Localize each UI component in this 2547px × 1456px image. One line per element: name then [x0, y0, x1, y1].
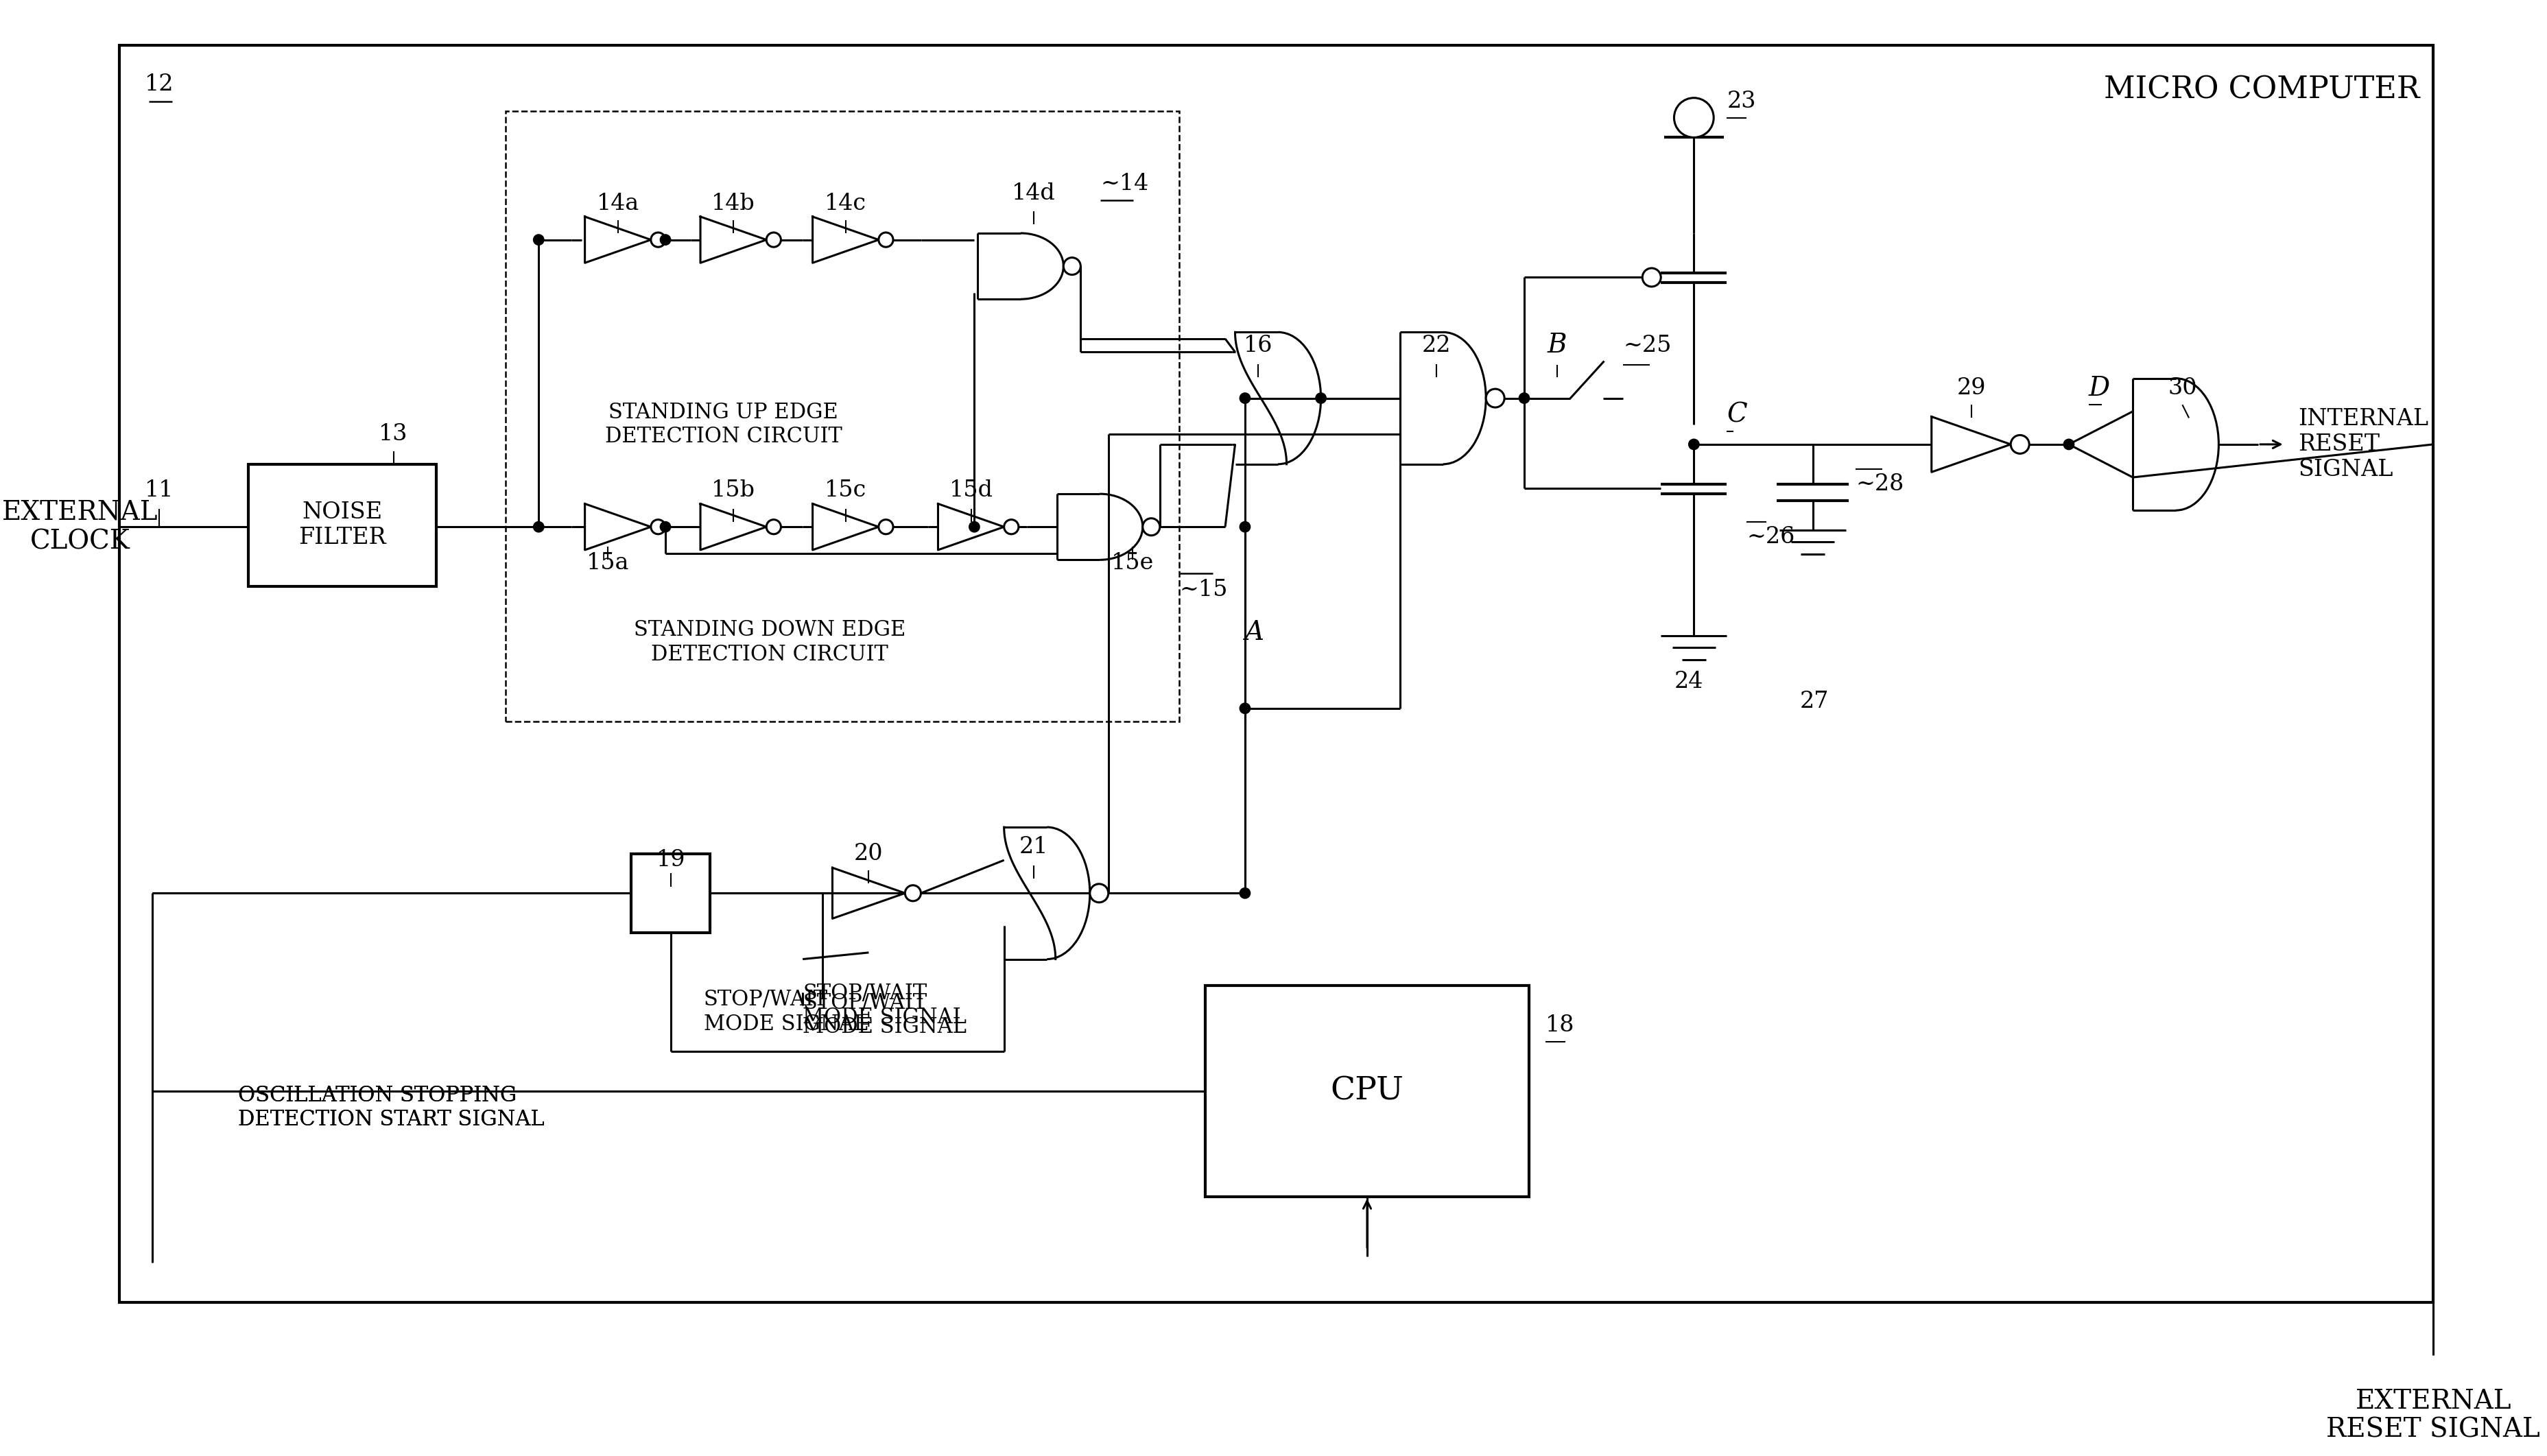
Circle shape [2063, 440, 2073, 450]
Circle shape [1317, 393, 1327, 403]
Text: INTERNAL
RESET
SIGNAL: INTERNAL RESET SIGNAL [2297, 408, 2427, 480]
Text: NOISE
FILTER: NOISE FILTER [298, 501, 385, 549]
Circle shape [1065, 258, 1080, 275]
Text: 22: 22 [1421, 335, 1452, 357]
Bar [632, 853, 711, 933]
Text: 13: 13 [380, 424, 408, 446]
Bar [507, 111, 1179, 722]
Circle shape [968, 521, 981, 531]
Text: 14d: 14d [1011, 182, 1054, 204]
Circle shape [1643, 268, 1661, 287]
Circle shape [1689, 440, 1699, 450]
Text: 15e: 15e [1110, 552, 1154, 574]
Text: 15b: 15b [711, 479, 756, 501]
Circle shape [660, 521, 670, 531]
Text: ~26: ~26 [1747, 526, 1796, 547]
Text: MICRO COMPUTER: MICRO COMPUTER [2104, 74, 2420, 105]
Text: 15c: 15c [825, 479, 866, 501]
Text: STANDING UP EDGE
DETECTION CIRCUIT: STANDING UP EDGE DETECTION CIRCUIT [604, 402, 843, 447]
Text: ~14: ~14 [1100, 173, 1149, 195]
Circle shape [1485, 389, 1505, 408]
Bar [1205, 986, 1528, 1197]
Text: 19: 19 [657, 849, 685, 871]
Text: EXTERNAL
RESET SIGNAL: EXTERNAL RESET SIGNAL [2325, 1388, 2539, 1443]
Bar [120, 45, 2432, 1302]
Circle shape [532, 521, 545, 531]
Text: 24: 24 [1673, 671, 1704, 693]
Text: CPU: CPU [1330, 1076, 1403, 1107]
Circle shape [767, 233, 782, 248]
Circle shape [1673, 98, 1714, 137]
Circle shape [879, 520, 894, 534]
Text: STOP/WAIT
MODE SIGNAL: STOP/WAIT MODE SIGNAL [802, 983, 968, 1028]
Text: D: D [2089, 376, 2109, 400]
Text: ~28: ~28 [1857, 473, 1905, 495]
Text: EXTERNAL
CLOCK: EXTERNAL CLOCK [3, 499, 158, 555]
Text: 14c: 14c [825, 192, 866, 214]
Circle shape [1240, 393, 1251, 403]
Text: STOP/WAIT
MODE SIGNAL: STOP/WAIT MODE SIGNAL [802, 992, 968, 1038]
Circle shape [652, 233, 665, 248]
Text: STOP/WAIT
MODE SIGNAL: STOP/WAIT MODE SIGNAL [703, 989, 869, 1035]
Circle shape [1004, 520, 1019, 534]
Text: 16: 16 [1243, 335, 1274, 357]
Text: 23: 23 [1727, 90, 1755, 112]
Circle shape [1090, 884, 1108, 903]
Text: 12: 12 [145, 74, 173, 96]
Circle shape [904, 885, 922, 901]
Circle shape [767, 520, 782, 534]
Circle shape [1144, 518, 1159, 536]
Text: ~25: ~25 [1622, 335, 1671, 357]
Circle shape [1240, 703, 1251, 713]
Circle shape [879, 233, 894, 248]
Text: 21: 21 [1019, 836, 1049, 858]
Text: 14a: 14a [596, 192, 639, 214]
Text: 11: 11 [145, 479, 173, 501]
Text: A: A [1245, 620, 1263, 645]
Text: ~15: ~15 [1179, 578, 1228, 600]
Text: 14b: 14b [711, 192, 756, 214]
Circle shape [532, 234, 545, 245]
Text: 29: 29 [1956, 377, 1987, 399]
Text: C: C [1727, 402, 1747, 428]
Bar [247, 464, 436, 587]
Text: OSCILLATION STOPPING
DETECTION START SIGNAL: OSCILLATION STOPPING DETECTION START SIG… [239, 1085, 545, 1130]
Text: STANDING DOWN EDGE
DETECTION CIRCUIT: STANDING DOWN EDGE DETECTION CIRCUIT [634, 619, 907, 665]
Circle shape [1518, 393, 1531, 403]
Text: 27: 27 [1801, 690, 1829, 713]
Circle shape [652, 520, 665, 534]
Text: B: B [1549, 332, 1566, 358]
Text: 18: 18 [1546, 1015, 1574, 1037]
Text: 30: 30 [2167, 377, 2198, 399]
Text: 15d: 15d [950, 479, 993, 501]
Circle shape [2010, 435, 2030, 454]
Text: 15a: 15a [586, 552, 629, 574]
Circle shape [660, 234, 670, 245]
Text: 20: 20 [853, 843, 884, 865]
Circle shape [1240, 521, 1251, 531]
Text: OSCILLATION STOPPING
DETECTION START SIGNAL: OSCILLATION STOPPING DETECTION START SIG… [239, 1085, 545, 1130]
Circle shape [1240, 888, 1251, 898]
